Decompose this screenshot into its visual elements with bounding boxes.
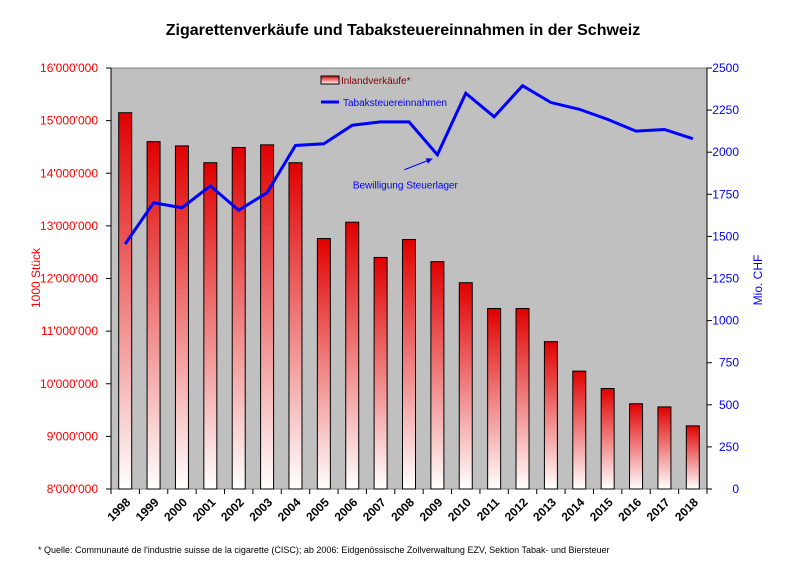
right-tick-label: 500 [719,398,739,412]
x-tick-label: 2015 [587,495,616,524]
left-tick-label: 10'000'000 [40,377,98,391]
right-tick-label: 1000 [712,314,739,328]
right-tick-label: 1750 [712,187,739,201]
left-axis-label: 1000 Stück [29,247,43,308]
legend-bar-swatch [320,75,340,85]
bar-1999 [146,141,161,490]
x-tick-label: 2000 [161,495,190,524]
bar-2016 [629,403,644,490]
left-tick-label: 11'000'000 [41,324,98,338]
x-tick-label: 2011 [474,495,503,524]
right-tick-label: 1500 [712,229,739,243]
right-tick-label: 2250 [712,103,739,117]
bar-2017 [657,406,672,490]
bar-2007 [373,256,388,490]
bar-1998 [118,112,133,490]
x-tick-label: 2001 [190,495,219,524]
right-tick-label: 2500 [712,61,739,75]
left-tick-label: 12'000'000 [40,272,98,286]
x-tick-label: 2010 [445,495,474,524]
bar-2000 [174,145,189,490]
x-tick-label: 2004 [275,495,304,524]
bar-2004 [288,162,303,490]
left-tick-label: 8'000'000 [47,482,99,496]
x-tick-label: 1998 [105,495,134,524]
right-tick-label: 2000 [712,145,739,159]
x-tick-label: 2006 [332,495,361,524]
right-tick-label: 250 [719,440,739,454]
chart-title: Zigarettenverkäufe und Tabaksteuereinnah… [165,22,641,39]
legend-bar-label: Inlandverkäufe* [341,76,411,87]
x-tick-label: 2014 [559,495,588,524]
x-tick-label: 2002 [218,495,247,524]
bar-2018 [685,425,700,490]
x-tick-label: 2013 [530,495,559,524]
bar-2012 [515,307,530,490]
x-tick-label: 2018 [672,495,701,524]
tax-revenue-line [123,83,694,245]
bar-2003 [260,144,275,490]
bar-2011 [487,307,502,490]
x-tick-label: 2005 [303,495,332,524]
bar-2014 [572,370,587,490]
right-tick-label: 750 [719,356,739,370]
right-tick-label: 1250 [712,272,739,286]
bar-2001 [203,162,218,490]
x-tick-label: 2017 [644,495,673,524]
bar-2005 [316,238,331,490]
bar-2002 [231,146,246,490]
x-tick-label: 2008 [388,495,417,524]
annotation-label: Bewilligung Steuerlager [353,181,459,192]
bar-2013 [543,341,558,490]
left-tick-label: 16'000'000 [40,61,98,75]
bar-2008 [402,239,416,490]
annotation-arrow [404,158,433,171]
x-tick-label: 2003 [246,495,275,524]
legend-line-label: Tabaksteuereinnahmen [343,98,447,109]
bar-2009 [430,261,445,490]
left-tick-label: 13'000'000 [40,219,98,233]
bar-2010 [458,282,473,490]
left-tick-label: 14'000'000 [40,166,98,180]
x-tick-label: 1999 [133,495,162,524]
right-axis-label: Mio. CHF [751,255,765,306]
right-tick-label: 0 [732,482,739,496]
bar-2015 [600,387,615,490]
left-tick-label: 15'000'000 [40,114,98,128]
x-tick-label: 2016 [615,495,644,524]
x-tick-label: 2007 [360,495,389,524]
source-footnote: * Quelle: Communauté de l'industrie suis… [38,545,610,555]
left-tick-label: 9'000'000 [47,429,99,443]
x-tick-label: 2009 [417,495,446,524]
bar-2006 [345,221,360,490]
x-tick-label: 2012 [502,495,531,524]
